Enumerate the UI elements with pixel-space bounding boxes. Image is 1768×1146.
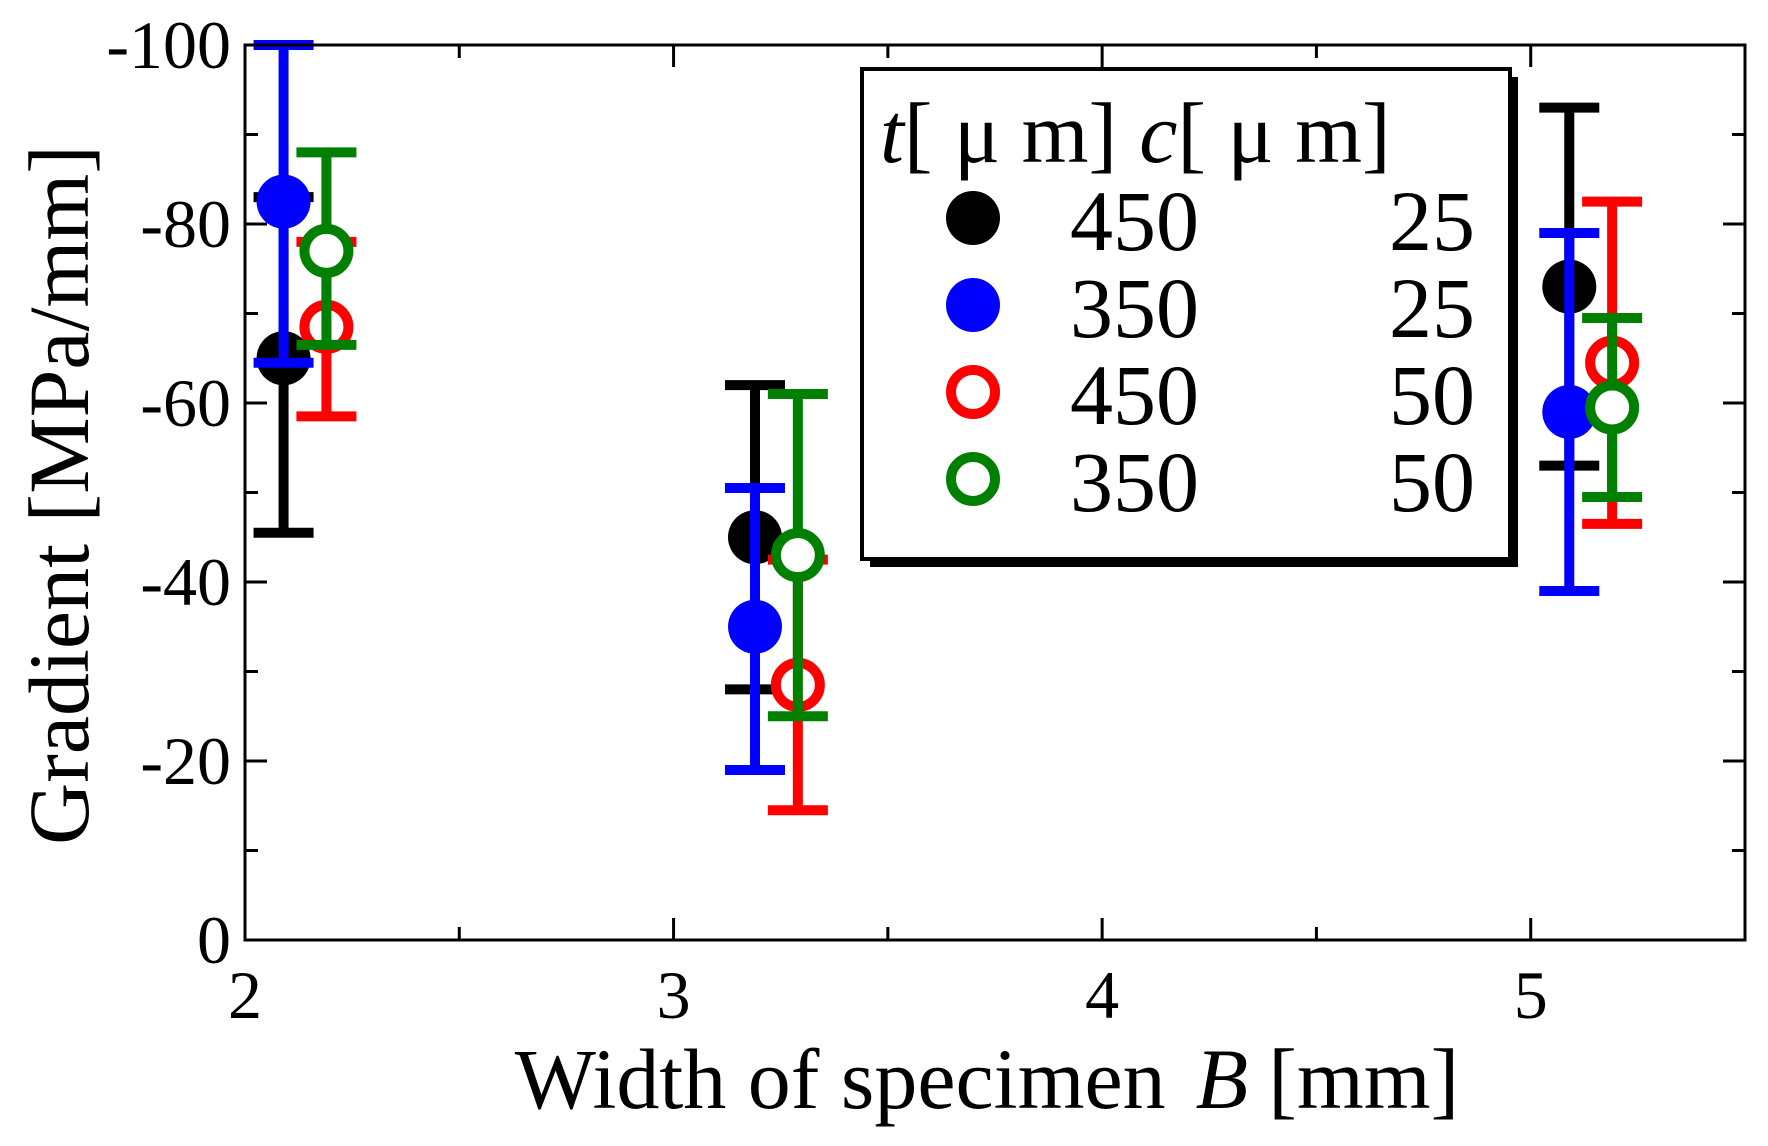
y-tick-label: -60 [140,365,231,441]
legend-c-value: 25 [1389,260,1475,356]
y-axis-label: Gradient [MPa/mm] [11,145,107,845]
x-tick-label: 2 [228,957,262,1033]
x-axis-label-unit: [mm] [1268,1031,1459,1127]
legend-t-value: 350 [1070,260,1199,356]
legend-t-value: 450 [1070,173,1199,269]
axis-ticks [243,43,1747,942]
data-point [728,599,782,654]
plot-frame [243,43,1747,942]
legend-header-c-unit: [ μ m] [1177,85,1390,181]
data-point [299,223,354,278]
x-tick-label: 4 [1085,957,1119,1033]
legend-marker [946,452,1000,506]
legend-t-value: 350 [1070,434,1199,530]
x-tick-label: 3 [657,957,691,1033]
x-tick-label: 5 [1514,957,1548,1033]
data-point [256,174,311,229]
legend-c-value: 50 [1389,434,1475,530]
legend-rows: 450 25 350 25 450 50 350 50 [946,173,1475,530]
y-tick-label: -40 [140,544,231,620]
y-tick-label: -100 [106,7,231,83]
series-4 [296,147,1643,722]
legend-c-value: 25 [1389,173,1475,269]
x-axis-label-symbol: B [1196,1031,1249,1127]
y-tick-label: -20 [140,723,231,799]
legend-header: t[ μ m] c[ μ m] [880,85,1391,181]
legend-c-value: 50 [1389,347,1475,443]
series-2 [253,40,1600,775]
legend-marker [946,365,1000,419]
legend-header-c-symbol: c [1139,85,1177,181]
series-layer [253,40,1643,816]
legend-header-t-symbol: t [880,85,906,181]
tick-labels: 2 3 4 50-20-40-60-80-100 [106,7,1547,1033]
y-tick-label: 0 [197,902,231,978]
data-point [770,528,825,583]
data-point [1585,380,1640,435]
x-axis-label: Width of specimen B [mm] [515,1031,1460,1127]
legend-marker [946,278,1000,332]
x-axis-label-text: Width of specimen [515,1031,1166,1127]
y-tick-label: -80 [140,186,231,262]
legend-header-t-unit: [ μ m] [904,85,1117,181]
legend-marker [946,191,1000,245]
legend-t-value: 450 [1070,347,1199,443]
data-point [1542,384,1597,439]
